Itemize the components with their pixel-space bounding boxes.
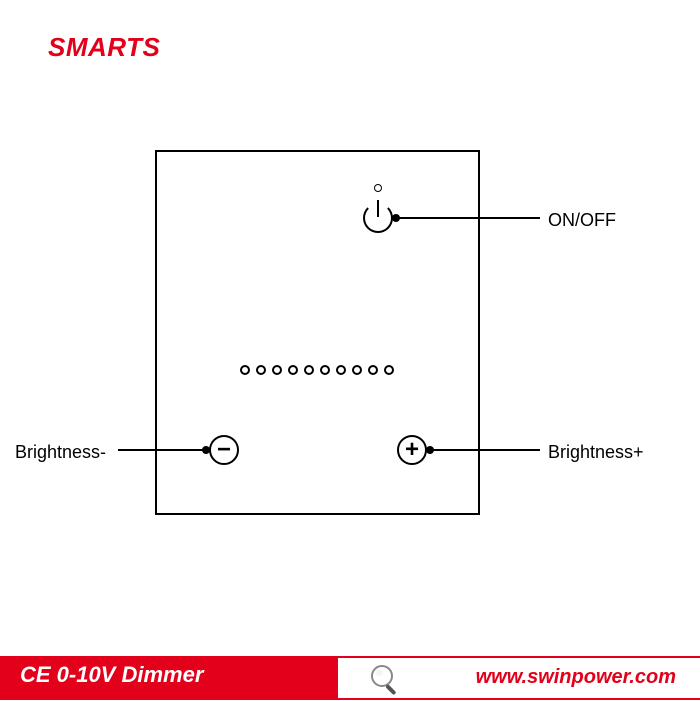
led-dot (336, 365, 346, 375)
footer-url[interactable]: www.swinpower.com (476, 666, 676, 689)
led-dot (256, 365, 266, 375)
leader-dot (202, 446, 210, 454)
led-dot (240, 365, 250, 375)
leader-onoff (396, 217, 540, 219)
leader-dot (426, 446, 434, 454)
leader-dot (392, 214, 400, 222)
panel-outline (155, 150, 480, 515)
footer-red-section: CE 0-10V Dimmer (0, 656, 338, 700)
led-dot (320, 365, 330, 375)
led-dot (352, 365, 362, 375)
leader-brightness-minus (118, 449, 206, 451)
label-brightness-minus: Brightness- (15, 442, 106, 463)
magnifier-icon (368, 662, 402, 701)
label-onoff: ON/OFF (548, 210, 616, 231)
brightness-plus-button[interactable]: + (397, 435, 427, 465)
led-dot (288, 365, 298, 375)
footer-bar: CE 0-10V Dimmer www.swinpower.com (0, 656, 700, 700)
indicator-led (374, 184, 382, 192)
leader-brightness-plus (430, 449, 540, 451)
led-dot (304, 365, 314, 375)
label-brightness-plus: Brightness+ (548, 442, 644, 463)
dimmer-diagram: − + ON/OFF Brightness+ Brightness- (0, 0, 700, 700)
led-dot (272, 365, 282, 375)
footer-title: CE 0-10V Dimmer (20, 662, 203, 688)
led-dot (368, 365, 378, 375)
led-dot (384, 365, 394, 375)
brightness-minus-button[interactable]: − (209, 435, 239, 465)
power-button[interactable] (363, 203, 393, 233)
footer-white-section: www.swinpower.com (338, 656, 700, 700)
